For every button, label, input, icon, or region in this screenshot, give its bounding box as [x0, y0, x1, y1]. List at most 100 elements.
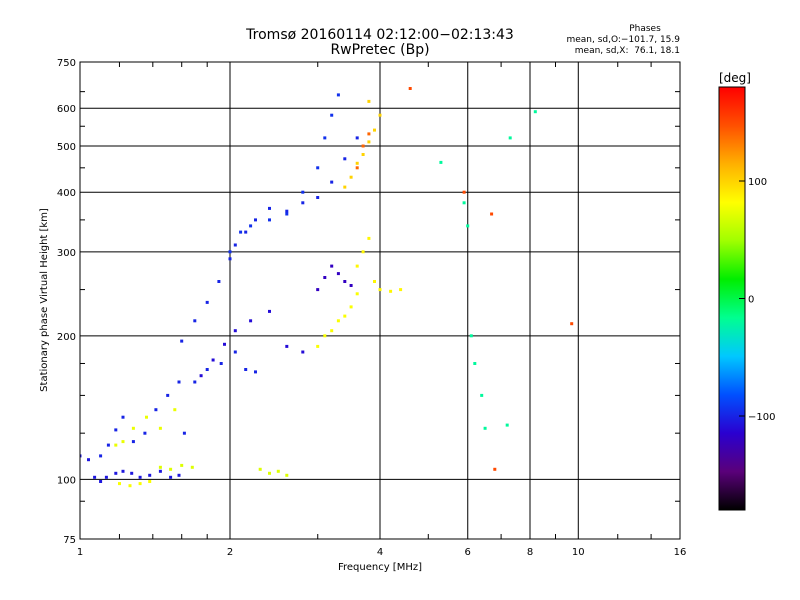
y-axis-label: Stationary phase Virtual Height [km] — [39, 208, 50, 392]
data-point — [355, 161, 359, 165]
data-point — [180, 339, 184, 343]
data-point — [148, 473, 152, 477]
x-tick-label: 16 — [674, 547, 687, 558]
data-point — [330, 264, 334, 268]
data-point — [349, 175, 353, 179]
data-point — [316, 166, 320, 170]
plot-frame — [79, 61, 681, 540]
data-point — [343, 157, 347, 161]
data-point — [355, 264, 359, 268]
data-point — [143, 431, 147, 435]
colorbar-ticks: 100 0 −100 — [739, 177, 775, 423]
y-tick-label: 500 — [57, 142, 76, 153]
data-point — [505, 423, 509, 427]
data-point — [276, 469, 280, 473]
colorbar-tick-label: −100 — [748, 412, 775, 423]
data-point — [268, 309, 271, 313]
data-point — [131, 426, 135, 430]
x-tick-label: 4 — [377, 547, 383, 558]
data-point — [233, 243, 237, 247]
data-point — [323, 136, 327, 140]
data-point — [480, 393, 484, 397]
colorbar: [deg] 100 0 −100 — [718, 71, 775, 511]
data-point — [408, 87, 412, 90]
data-point — [373, 280, 376, 283]
data-point — [285, 344, 289, 348]
data-point — [158, 469, 162, 473]
data-point — [145, 415, 148, 419]
data-point — [330, 180, 334, 184]
data-point — [285, 473, 289, 477]
data-point — [233, 350, 237, 354]
data-point — [211, 358, 215, 362]
data-point — [205, 368, 209, 371]
data-point — [336, 93, 340, 97]
data-point — [373, 128, 376, 132]
data-point — [349, 284, 353, 287]
grid — [79, 61, 681, 540]
x-tick-label: 1 — [77, 547, 83, 558]
minor-ticks — [80, 62, 680, 539]
data-point — [316, 344, 320, 348]
data-point — [99, 454, 103, 458]
data-point — [399, 288, 403, 292]
data-point — [323, 276, 327, 279]
data-point — [367, 140, 371, 144]
data-point — [316, 288, 320, 292]
y-tick-label: 600 — [57, 104, 76, 115]
data-point — [114, 443, 118, 447]
data-point — [121, 440, 125, 444]
data-point — [193, 319, 197, 323]
data-point — [199, 374, 203, 378]
data-point — [343, 314, 347, 318]
data-point — [473, 362, 477, 365]
data-point — [301, 350, 305, 354]
data-point — [131, 440, 135, 444]
data-point — [121, 469, 125, 473]
data-point — [138, 475, 142, 479]
data-point — [138, 482, 142, 486]
data-point — [219, 362, 223, 365]
data-point — [114, 471, 118, 475]
data-point — [148, 480, 152, 483]
data-point — [205, 300, 209, 304]
colorbar-tick-label: 0 — [748, 295, 754, 306]
data-point — [177, 473, 181, 477]
data-point — [330, 329, 334, 333]
data-point — [508, 136, 512, 140]
y-tick-label: 750 — [57, 58, 76, 69]
data-point — [223, 342, 226, 346]
data-point — [336, 272, 340, 276]
phase-summary-heading: Phases — [629, 24, 661, 34]
data-point — [570, 322, 574, 326]
data-point — [361, 144, 365, 148]
data-point — [355, 136, 359, 140]
data-point — [118, 482, 121, 486]
data-points — [80, 87, 574, 488]
data-point — [343, 280, 347, 283]
data-point — [361, 250, 365, 254]
data-point — [285, 212, 289, 216]
data-point — [228, 250, 232, 254]
data-point — [104, 475, 108, 479]
data-point — [355, 292, 359, 296]
data-point — [190, 465, 194, 469]
data-point — [166, 393, 170, 397]
phase-summary-o-mode: mean, sd,O:−101.7, 15.9 — [566, 35, 680, 45]
data-point — [268, 471, 271, 475]
data-point — [469, 334, 473, 338]
data-point — [378, 113, 382, 117]
data-point — [154, 408, 158, 412]
y-tick-label: 300 — [57, 248, 76, 259]
data-point — [316, 196, 320, 199]
y-tick-label: 200 — [57, 332, 76, 343]
data-point — [239, 230, 243, 234]
data-point — [99, 480, 103, 483]
colorbar-tick-label: 100 — [748, 177, 767, 188]
data-point — [173, 408, 177, 412]
data-point — [533, 110, 537, 114]
x-axis-label: Frequency [MHz] — [338, 562, 422, 573]
data-point — [301, 190, 305, 194]
chart-subtitle: RwPretec (Bp) — [330, 42, 429, 58]
